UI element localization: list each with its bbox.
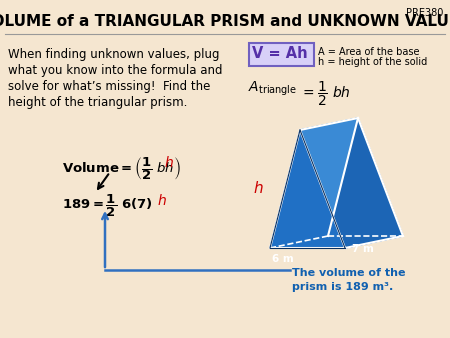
Text: 6 m: 6 m — [272, 254, 294, 264]
Text: what you know into the formula and: what you know into the formula and — [8, 64, 222, 77]
Text: A = Area of the base: A = Area of the base — [318, 47, 419, 57]
Text: $= \dfrac{1}{2}\ \mathit{bh}$: $= \dfrac{1}{2}\ \mathit{bh}$ — [300, 80, 351, 108]
Text: 7 m: 7 m — [352, 244, 374, 254]
Text: V = Ah: V = Ah — [252, 47, 308, 62]
Polygon shape — [270, 118, 358, 248]
Text: h = height of the solid: h = height of the solid — [318, 57, 427, 67]
Text: height of the triangular prism.: height of the triangular prism. — [8, 96, 187, 109]
Text: PRE380: PRE380 — [405, 8, 443, 18]
Polygon shape — [270, 236, 403, 248]
Text: $\mathit{h}$: $\mathit{h}$ — [253, 180, 264, 196]
FancyBboxPatch shape — [248, 43, 314, 66]
Text: $\mathbf{Volume = \left(\dfrac{1}{2}\ \mathit{bh}\right)}$: $\mathbf{Volume = \left(\dfrac{1}{2}\ \m… — [62, 155, 181, 182]
Text: $\mathbf{189 = \dfrac{1}{2}\ 6(7)}$: $\mathbf{189 = \dfrac{1}{2}\ 6(7)}$ — [62, 193, 153, 219]
Text: When finding unknown values, plug: When finding unknown values, plug — [8, 48, 220, 61]
Text: $\mathit{h}$: $\mathit{h}$ — [157, 193, 167, 208]
Text: The volume of the
prism is 189 m³.: The volume of the prism is 189 m³. — [292, 268, 405, 292]
Text: $A_{\rm triangle}$: $A_{\rm triangle}$ — [248, 80, 297, 98]
Polygon shape — [300, 118, 403, 248]
Polygon shape — [270, 130, 345, 248]
Text: solve for what’s missing!  Find the: solve for what’s missing! Find the — [8, 80, 211, 93]
Text: VOLUME of a TRIANGULAR PRISM and UNKNOWN VALUES: VOLUME of a TRIANGULAR PRISM and UNKNOWN… — [0, 15, 450, 29]
Text: $\mathit{h}$: $\mathit{h}$ — [164, 155, 174, 170]
